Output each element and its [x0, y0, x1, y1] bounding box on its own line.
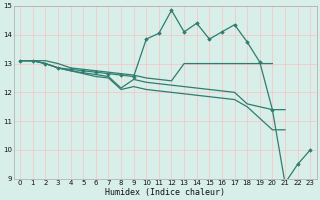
X-axis label: Humidex (Indice chaleur): Humidex (Indice chaleur) — [105, 188, 225, 197]
